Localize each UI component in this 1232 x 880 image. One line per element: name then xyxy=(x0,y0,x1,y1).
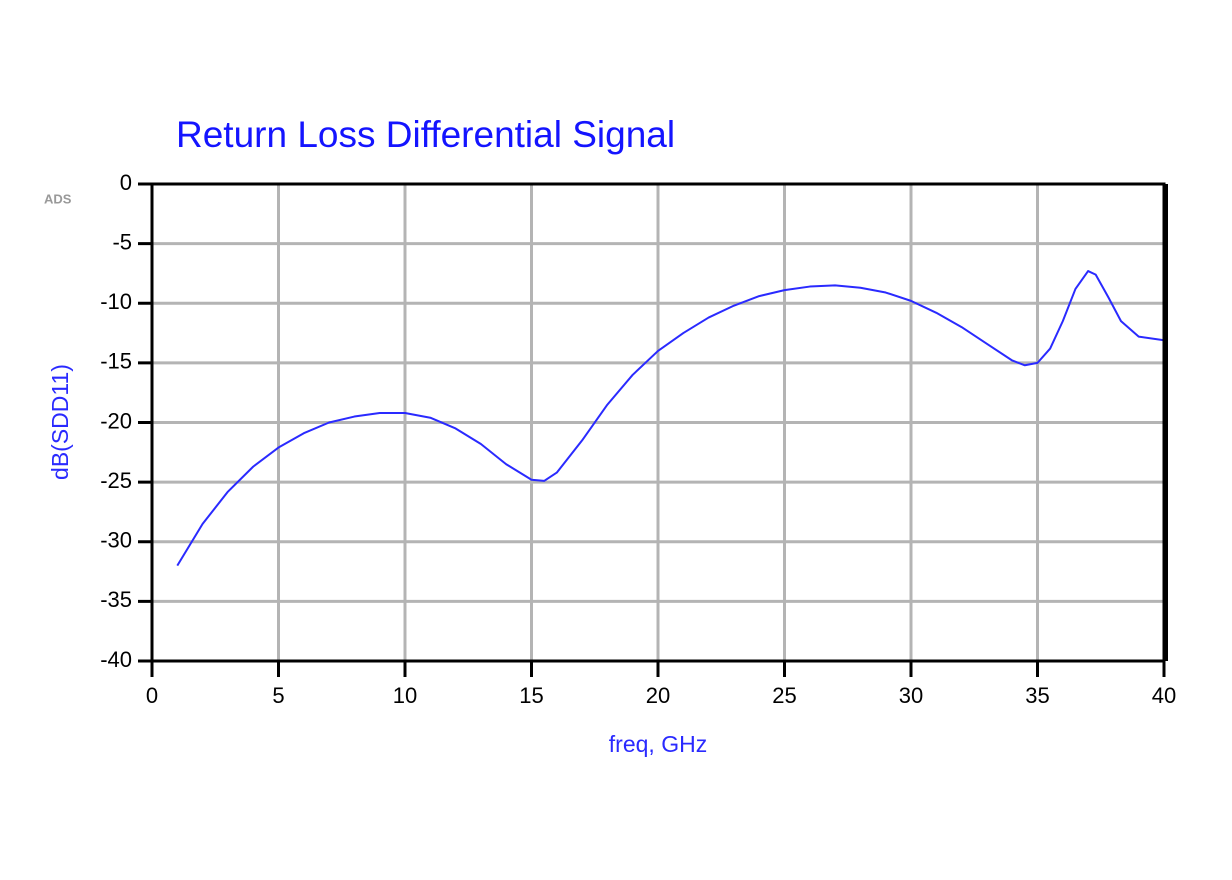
y-tick-label: -30 xyxy=(100,528,132,553)
x-tick-label: 40 xyxy=(1152,683,1176,708)
x-tick-label: 10 xyxy=(393,683,417,708)
plot xyxy=(176,270,1165,567)
chart-title: Return Loss Differential Signal xyxy=(176,114,675,155)
y-tick-label: -35 xyxy=(100,587,132,612)
grid xyxy=(150,182,1166,663)
y-tick-label: -10 xyxy=(100,289,132,314)
x-tick-label: 5 xyxy=(272,683,284,708)
y-tick-label: -25 xyxy=(100,468,132,493)
y-tick-label: 0 xyxy=(120,170,132,195)
y-tick-label: -15 xyxy=(100,349,132,374)
x-axis-label: freq, GHz xyxy=(609,731,707,757)
series-line xyxy=(176,270,1165,567)
x-tick-label: 20 xyxy=(646,683,670,708)
watermark: ADS xyxy=(44,191,72,206)
x-tick-label: 0 xyxy=(146,683,158,708)
y-tick-label: -20 xyxy=(100,408,132,433)
x-tick-label: 35 xyxy=(1025,683,1049,708)
x-tick-label: 30 xyxy=(899,683,923,708)
y-tick-label: -40 xyxy=(100,647,132,672)
x-tick-label: 25 xyxy=(772,683,796,708)
x-tick-label: 15 xyxy=(519,683,543,708)
y-axis-label: dB(SDD11) xyxy=(47,364,73,480)
y-tick-label: -5 xyxy=(112,229,132,254)
